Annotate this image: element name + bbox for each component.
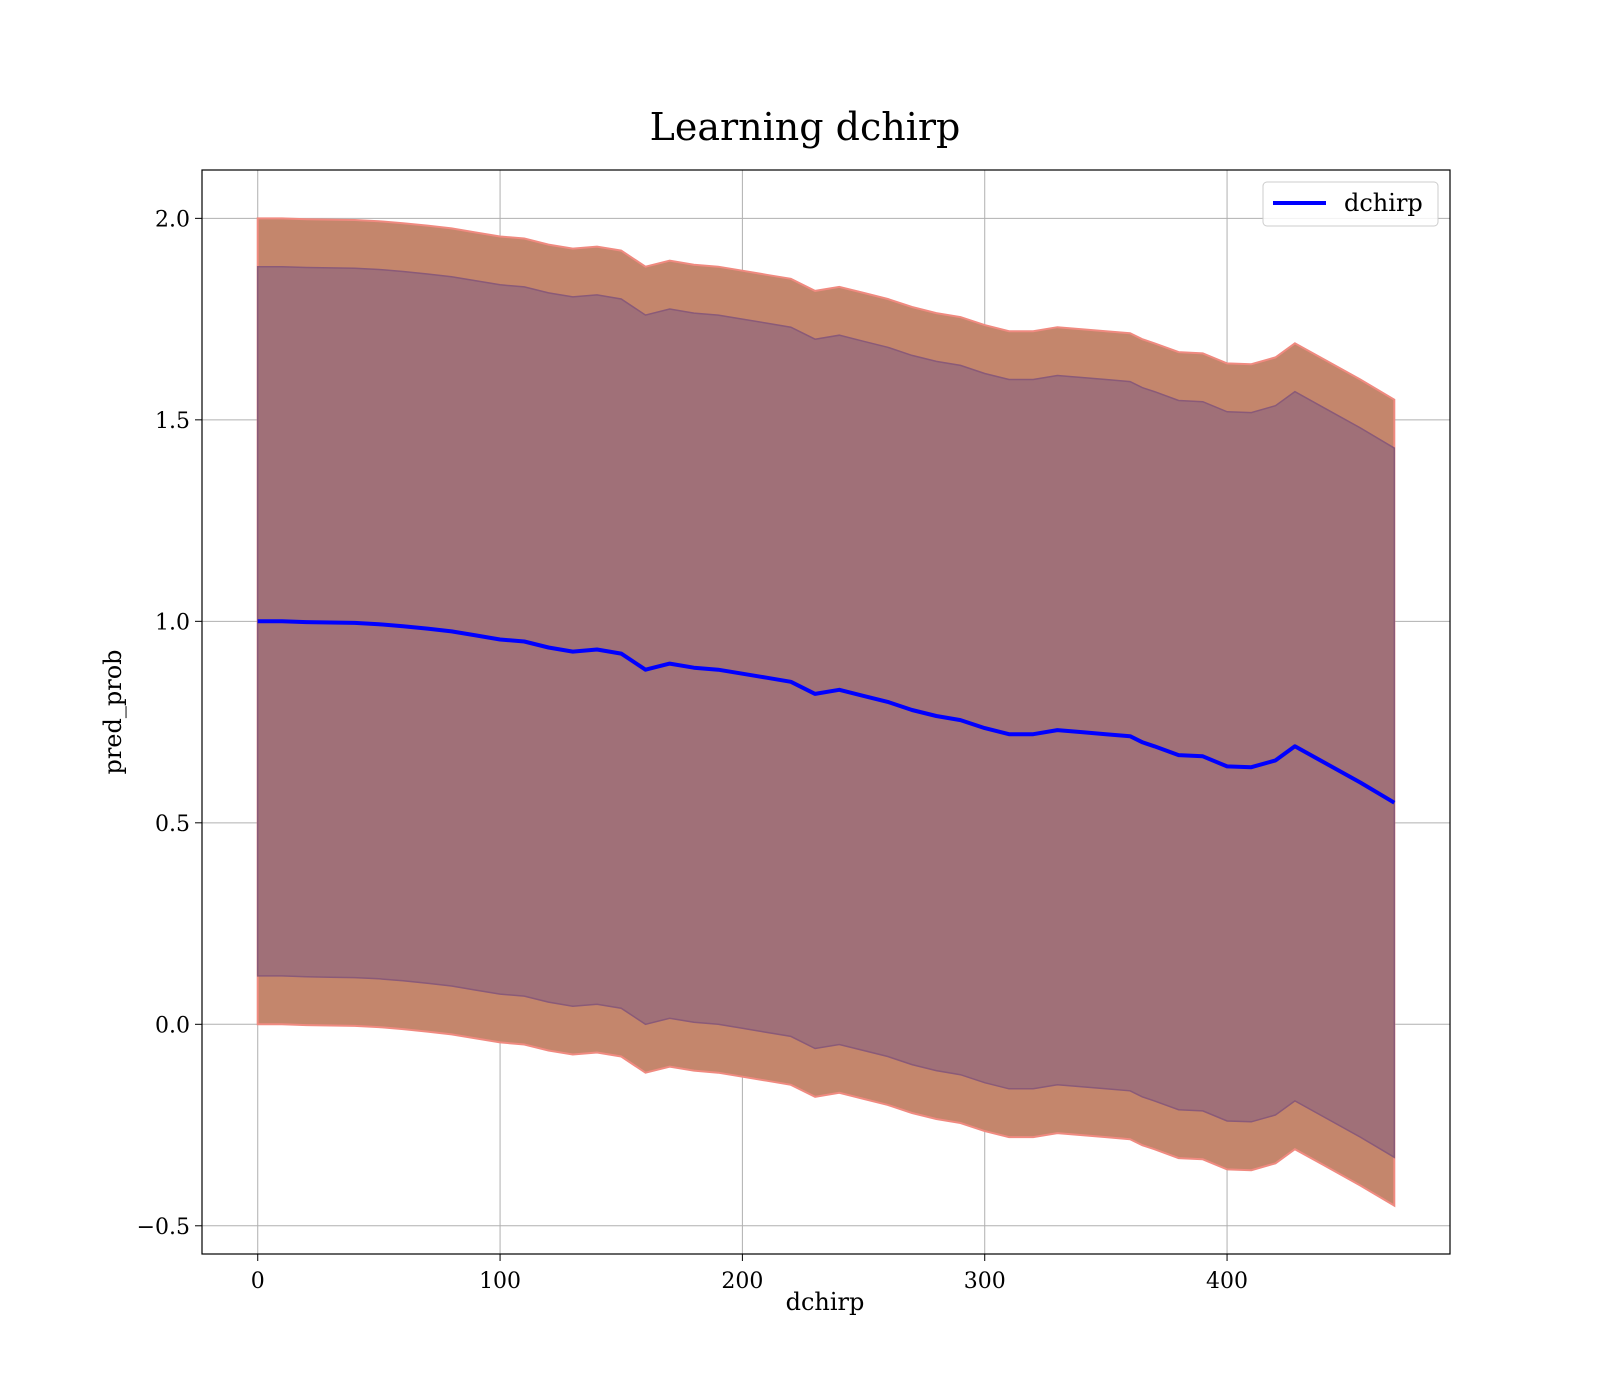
y-tick-label: 2.0 bbox=[155, 207, 190, 232]
ticks: 0 100 200 300 400 −0.5 0.0 0.5 1.0 1.5 2.0 bbox=[137, 207, 1248, 1294]
chart-title: Learning dchirp bbox=[650, 105, 961, 149]
x-tick-label: 400 bbox=[1206, 1269, 1248, 1294]
legend-entry: dchirp bbox=[1344, 189, 1423, 217]
x-tick-label: 300 bbox=[964, 1269, 1006, 1294]
x-axis-label: dchirp bbox=[786, 1288, 865, 1316]
legend-box bbox=[1262, 181, 1439, 227]
plot-frame bbox=[201, 169, 1451, 1255]
y-axis-label: pred_prob bbox=[99, 649, 127, 774]
y-tick-label: 1.0 bbox=[155, 610, 190, 635]
x-tick-label: 100 bbox=[479, 1269, 521, 1294]
bands bbox=[256, 217, 1396, 1208]
y-tick-label: 0.5 bbox=[155, 812, 190, 837]
series-line-dchirp bbox=[257, 619, 1396, 805]
x-tick-label: 200 bbox=[721, 1269, 763, 1294]
x-tick-label: 0 bbox=[251, 1269, 265, 1294]
y-tick-label: 0.0 bbox=[155, 1013, 190, 1038]
y-tick-label: −0.5 bbox=[137, 1215, 190, 1240]
legend: dchirp bbox=[1262, 181, 1439, 227]
lines bbox=[257, 619, 1396, 805]
inner-confidence-band bbox=[256, 265, 1396, 1159]
y-tick-label: 1.5 bbox=[155, 409, 190, 434]
